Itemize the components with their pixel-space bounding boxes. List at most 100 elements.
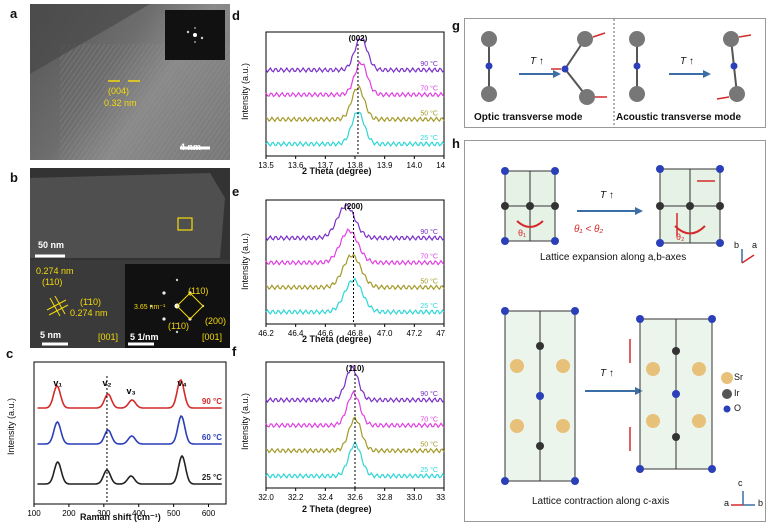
xrd-line-0 [265,111,445,148]
contraction-caption: Lattice contraction along c-axis [532,496,670,507]
acoustic-mode-caption: Acoustic transverse mode [616,112,742,123]
panel-a-plane: (004) [108,86,130,96]
xrd-002-chart: 13.5 13.6 13.7 13.8 13.9 14.0 14.1 25 °C 50 °C 70… [258,31,446,170]
mode-label: v₄ [177,378,186,388]
theta2-label: θ₂ [676,232,685,242]
x-tick-label: 33.0 [407,493,423,502]
g-arrow-label-2: T ↑ [680,56,694,67]
panel-b-axis-left: [001] [98,332,119,342]
panel-b-d2: 0.274 nm [70,308,108,318]
panel-d-xlabel: 2 Theta (degree) [302,166,372,176]
x-tick-label: 46.4 [288,329,304,338]
x-tick-label: 32.4 [318,493,334,502]
panel-d-label: d [232,8,240,23]
plot-frame [265,361,445,489]
h-arrow-top: T ↑ [600,190,614,201]
series-label: 60 °C [202,433,222,442]
series-label: 70 °C [420,253,438,261]
peak-label: (002) [349,34,368,43]
x-tick-label: 46.2 [258,329,274,338]
lattice-fringes [30,4,230,160]
panel-b-fft-p3: (200) [205,316,227,326]
panel-b-axis-right: [001] [202,332,223,342]
xrd-line-3 [265,37,445,74]
series-label: 50 °C [420,277,438,285]
peak-label: (200) [344,202,363,211]
panel-f-ylabel: Intensity (a.u.) [240,392,250,450]
xrd-line-3 [265,204,445,242]
x-tick-label: 13.8 [347,161,363,170]
xrd-line-2 [265,60,445,98]
panel-b-label: b [10,170,18,185]
plot-frame [33,361,227,505]
x-tick-label: 32.2 [288,493,304,502]
peak-label: (110) [346,364,365,373]
axis-a-bottom: a [724,498,730,508]
x-tick-label: 46.6 [318,329,334,338]
panel-h-label: h [452,136,460,151]
xrd-line-1 [265,85,445,123]
series-label: 50 °C [420,441,438,449]
series-label: 90 °C [420,390,438,398]
x-tick-label: 47.0 [377,329,393,338]
x-tick-label: 500 [167,509,181,518]
x-tick-label: 13.7 [318,161,334,170]
panel-c-ylabel: Intensity (a.u.) [6,397,16,455]
panel-f-label: f [232,344,237,359]
x-tick-label: 47.4 [436,329,446,338]
x-tick-label: 600 [202,509,216,518]
panel-b-p1: (110) [42,277,63,287]
xrd-line-2 [265,228,445,266]
x-tick-label: 32.6 [347,493,363,502]
xrd-line-0 [265,277,445,316]
xrd-line-1 [265,416,445,454]
x-tick-label: 100 [27,509,41,518]
h-arrow-bottom: T ↑ [600,368,614,379]
x-tick-label: 46.8 [347,329,363,338]
x-tick-label: 13.9 [377,161,393,170]
x-tick-label: 400 [132,509,146,518]
phonon-modes-box [464,18,766,128]
raman-line-1 [37,415,222,445]
panel-e-ylabel: Intensity (a.u.) [240,232,250,290]
series-label: 25 °C [202,473,222,482]
panel-e-label: e [232,184,240,199]
legend-o: O [734,403,742,413]
theta1-label: θ₁ [518,228,527,238]
theta-relation: θ₁ < θ₂ [574,224,604,235]
panel-b-fft-scale: 5 1/nm [130,332,159,342]
x-tick-label: 32.8 [377,493,393,502]
panel-b-fft-p1: (110) [188,286,209,296]
panel-b-tem-image [30,168,230,348]
x-tick-label: 13.6 [288,161,304,170]
x-tick-label: 33.2 [436,493,446,502]
mode-label: v₃ [126,386,135,396]
x-tick-label: 200 [62,509,76,518]
panel-d-ylabel: Intensity (a.u.) [240,62,250,120]
x-tick-label: 47.2 [407,329,423,338]
x-tick-label: 32.0 [258,493,274,502]
panel-f-xlabel: 2 Theta (degree) [302,504,372,514]
panel-a-tem-image [30,4,230,160]
expansion-caption: Lattice expansion along a,b-axes [540,252,687,263]
contraction-left-cell [501,307,579,485]
expansion-right-cell [656,165,724,247]
panel-b-d1: 0.274 nm [36,266,74,276]
x-tick-label: 14.0 [407,161,423,170]
contraction-right-cell [629,315,716,473]
raman-line-2 [37,379,222,409]
series-label: 90 °C [420,228,438,236]
series-label: 50 °C [420,109,438,117]
panel-a-scale: 4 nm [180,142,202,152]
panel-b-scale-bottom: 5 nm [40,330,62,340]
raman-chart: 100 200 300 400 500 600 25 °C 60 °C 90 °C v₁ v₂ v₃ v… [27,361,227,518]
series-label: 25 °C [420,466,438,474]
series-label: 90 °C [420,60,438,68]
mode-label: v₁ [53,378,62,388]
panel-b-fft-d: 3.65 nm⁻¹ [134,304,166,311]
panel-b-p2: (1̄10) [80,297,102,307]
optic-mode-caption: Optic transverse mode [474,112,583,123]
xrd-200-chart: 46.2 46.4 46.6 46.8 47.0 47.2 47.4 25 °C 50 °C 70… [258,199,446,338]
legend-sr: Sr [734,372,743,382]
x-tick-label: 14.1 [436,161,446,170]
